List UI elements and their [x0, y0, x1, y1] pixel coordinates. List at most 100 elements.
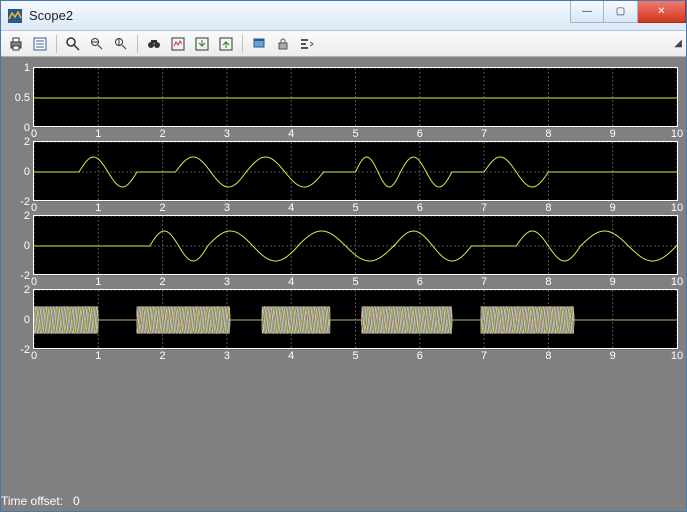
plot-area: 01234567891000.51012345678910-2020123456…: [1, 57, 686, 489]
x-tick-label: 3: [224, 274, 230, 288]
autoscale-icon: [170, 36, 186, 52]
save-config-button[interactable]: [191, 33, 213, 55]
plot-row: 012345678910-202: [9, 141, 678, 201]
x-tick-label: 6: [417, 274, 423, 288]
y-tick-label: 2: [24, 210, 34, 222]
x-tick-label: 5: [352, 348, 358, 362]
x-tick-label: 8: [545, 200, 551, 214]
window-title: Scope2: [29, 8, 570, 23]
x-tick-label: 10: [671, 126, 683, 140]
toolbar: ◢: [1, 31, 686, 57]
y-tick-label: -2: [20, 270, 34, 282]
x-tick-label: 9: [610, 126, 616, 140]
x-tick-label: 4: [288, 348, 294, 362]
x-tick-label: 5: [352, 126, 358, 140]
x-tick-label: 1: [95, 348, 101, 362]
print-icon: [8, 36, 24, 52]
x-tick-label: 2: [160, 348, 166, 362]
binoculars-icon: [146, 36, 162, 52]
lock-button[interactable]: [272, 33, 294, 55]
x-tick-label: 9: [610, 274, 616, 288]
app-icon: [7, 8, 23, 24]
plot-canvas[interactable]: 01234567891000.51: [33, 67, 678, 127]
y-tick-label: 1: [24, 62, 34, 74]
x-tick-label: 9: [610, 348, 616, 362]
maximize-button[interactable]: ▢: [604, 1, 638, 23]
zoom-in-icon: [65, 36, 81, 52]
y-tick-label: -2: [20, 344, 34, 356]
x-tick-label: 10: [671, 274, 683, 288]
x-tick-label: 1: [95, 200, 101, 214]
x-tick-label: 7: [481, 348, 487, 362]
plot-canvas[interactable]: 012345678910-202: [33, 289, 678, 349]
toolbar-separator: [56, 35, 57, 53]
x-tick-label: 5: [352, 200, 358, 214]
find-button[interactable]: [143, 33, 165, 55]
toolbar-separator: [137, 35, 138, 53]
print-button[interactable]: [5, 33, 27, 55]
x-tick-label: 3: [224, 126, 230, 140]
x-tick-label: 7: [481, 274, 487, 288]
y-tick-label: -2: [20, 196, 34, 208]
title-bar[interactable]: Scope2 — ▢ ✕: [1, 1, 686, 31]
lock-icon: [275, 36, 291, 52]
zoom-y-icon: [113, 36, 129, 52]
plot-row: 012345678910-202: [9, 289, 678, 349]
float-button[interactable]: [248, 33, 270, 55]
x-tick-label: 2: [160, 274, 166, 288]
y-tick-label: 0: [24, 166, 34, 178]
x-tick-label: 4: [288, 274, 294, 288]
y-tick-label: 0: [24, 314, 34, 326]
x-tick-label: 9: [610, 200, 616, 214]
x-tick-label: 7: [481, 126, 487, 140]
y-tick-label: 0: [24, 122, 34, 134]
toolbar-grip-icon[interactable]: ◢: [674, 38, 682, 49]
params-icon: [32, 36, 48, 52]
restore-config-button[interactable]: [215, 33, 237, 55]
restore-config-icon: [218, 36, 234, 52]
x-tick-label: 6: [417, 348, 423, 362]
x-tick-label: 4: [288, 200, 294, 214]
x-tick-label: 1: [95, 126, 101, 140]
x-tick-label: 2: [160, 126, 166, 140]
x-tick-label: 6: [417, 200, 423, 214]
plot-row: 012345678910-202: [9, 215, 678, 275]
x-tick-label: 3: [224, 200, 230, 214]
float-icon: [251, 36, 267, 52]
zoom-in-button[interactable]: [62, 33, 84, 55]
minimize-button[interactable]: —: [570, 1, 604, 23]
x-tick-label: 8: [545, 274, 551, 288]
y-tick-label: 0.5: [15, 92, 34, 104]
x-tick-label: 4: [288, 126, 294, 140]
x-tick-label: 6: [417, 126, 423, 140]
x-tick-label: 5: [352, 274, 358, 288]
y-tick-label: 0: [24, 240, 34, 252]
signal-select-button[interactable]: [296, 33, 318, 55]
window-buttons: — ▢ ✕: [570, 1, 686, 30]
plot-row: 01234567891000.51: [9, 67, 678, 127]
save-config-icon: [194, 36, 210, 52]
params-button[interactable]: [29, 33, 51, 55]
status-bar: Time offset: 0: [1, 489, 686, 511]
scope-window: Scope2 — ▢ ✕ ◢ 01234567891000.5101234567…: [0, 0, 687, 512]
x-tick-label: 2: [160, 200, 166, 214]
y-tick-label: 2: [24, 284, 34, 296]
autoscale-button[interactable]: [167, 33, 189, 55]
zoom-x-button[interactable]: [86, 33, 108, 55]
x-tick-label: 7: [481, 200, 487, 214]
x-tick-label: 8: [545, 348, 551, 362]
x-tick-label: 1: [95, 274, 101, 288]
x-tick-label: 10: [671, 348, 683, 362]
status-value: 0: [73, 494, 80, 508]
x-tick-label: 3: [224, 348, 230, 362]
plot-canvas[interactable]: 012345678910-202: [33, 215, 678, 275]
close-button[interactable]: ✕: [638, 1, 686, 23]
toolbar-separator: [242, 35, 243, 53]
status-label: Time offset:: [1, 494, 63, 508]
plot-canvas[interactable]: 012345678910-202: [33, 141, 678, 201]
zoom-y-button[interactable]: [110, 33, 132, 55]
x-tick-label: 10: [671, 200, 683, 214]
x-tick-label: 8: [545, 126, 551, 140]
zoom-x-icon: [89, 36, 105, 52]
y-tick-label: 2: [24, 136, 34, 148]
